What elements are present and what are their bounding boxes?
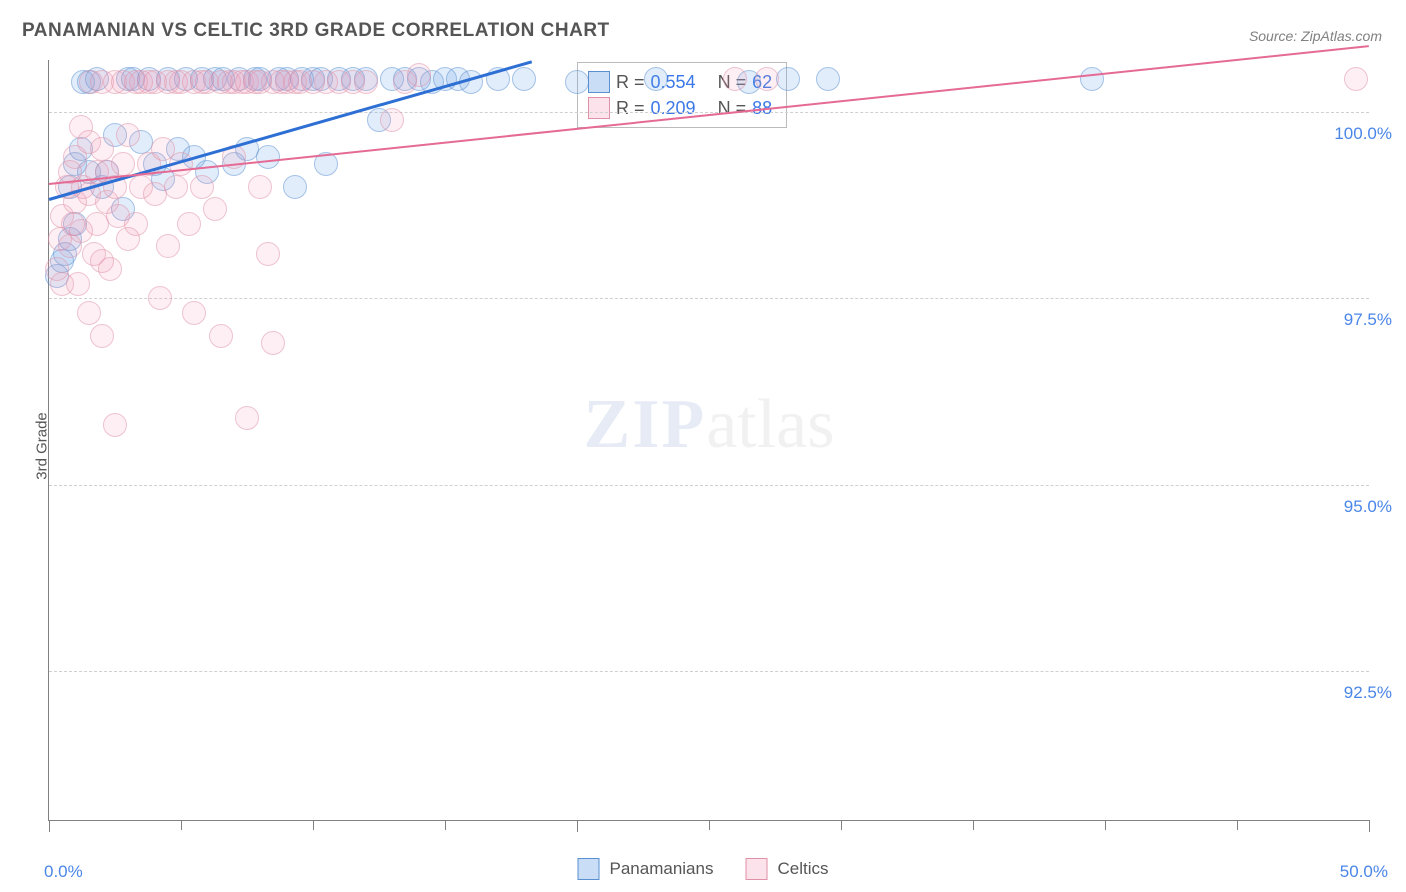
point-celtic — [203, 197, 227, 221]
r-label: R = — [616, 98, 645, 119]
point-celtic — [156, 234, 180, 258]
xtick — [445, 820, 446, 830]
point-celtic — [90, 137, 114, 161]
legend-item-panamanians: Panamanians — [578, 858, 714, 880]
legend-label-celtics: Celtics — [777, 859, 828, 879]
xtick-major — [577, 820, 578, 832]
point-celtic — [164, 175, 188, 199]
point-celtic — [190, 175, 214, 199]
legend-label-panamanians: Panamanians — [610, 859, 714, 879]
point-celtic — [248, 175, 272, 199]
point-celtic — [116, 123, 140, 147]
point-celtic — [98, 257, 122, 281]
r-label: R = — [616, 72, 645, 93]
point-panamanian — [644, 67, 668, 91]
point-panamanian — [283, 175, 307, 199]
chart-title: PANAMANIAN VS CELTIC 3RD GRADE CORRELATI… — [22, 20, 610, 42]
bottom-legend: Panamanians Celtics — [578, 858, 829, 880]
point-celtic — [182, 301, 206, 325]
xtick-label: 50.0% — [1340, 862, 1388, 882]
point-panamanian — [565, 70, 589, 94]
point-celtic — [380, 108, 404, 132]
watermark: ZIPatlas — [584, 385, 835, 465]
point-panamanian — [512, 67, 536, 91]
point-celtic — [103, 413, 127, 437]
xtick — [841, 820, 842, 830]
watermark-zip: ZIP — [584, 386, 707, 463]
point-celtic — [354, 70, 378, 94]
xtick-label: 0.0% — [44, 862, 83, 882]
point-celtic — [256, 242, 280, 266]
point-panamanian — [776, 67, 800, 91]
swatch-blue-icon — [578, 858, 600, 880]
gridline — [49, 485, 1369, 486]
point-celtic — [1344, 67, 1368, 91]
swatch-blue-icon — [588, 71, 610, 93]
point-celtic — [235, 406, 259, 430]
point-celtic — [148, 286, 172, 310]
xtick-major — [49, 820, 50, 832]
xtick — [1105, 820, 1106, 830]
gridline — [49, 671, 1369, 672]
xtick — [973, 820, 974, 830]
point-celtic — [177, 212, 201, 236]
ytick-label: 97.5% — [1344, 310, 1392, 330]
gridline — [49, 298, 1369, 299]
xtick — [1237, 820, 1238, 830]
point-celtic — [90, 324, 114, 348]
ytick-label: 100.0% — [1334, 124, 1392, 144]
n-label: N = — [718, 98, 747, 119]
point-celtic — [723, 67, 747, 91]
source-attribution: Source: ZipAtlas.com — [1249, 28, 1382, 44]
point-panamanian — [816, 67, 840, 91]
point-celtic — [111, 152, 135, 176]
point-celtic — [77, 301, 101, 325]
point-celtic — [209, 324, 233, 348]
point-celtic — [124, 212, 148, 236]
point-celtic — [66, 272, 90, 296]
xtick — [181, 820, 182, 830]
point-celtic — [755, 67, 779, 91]
xtick-major — [1369, 820, 1370, 832]
watermark-atlas: atlas — [706, 386, 834, 463]
plot-area: ZIPatlas R = 0.554 N = 62 R = 0.209 N = … — [48, 60, 1369, 821]
point-celtic — [261, 331, 285, 355]
point-panamanian — [256, 145, 280, 169]
ytick-label: 92.5% — [1344, 683, 1392, 703]
point-celtic — [407, 63, 431, 87]
point-panamanian — [1080, 67, 1104, 91]
xtick — [313, 820, 314, 830]
swatch-pink-icon — [588, 97, 610, 119]
xtick — [709, 820, 710, 830]
legend-item-celtics: Celtics — [745, 858, 828, 880]
ytick-label: 95.0% — [1344, 497, 1392, 517]
swatch-pink-icon — [745, 858, 767, 880]
